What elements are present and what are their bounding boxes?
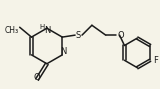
Text: H: H: [39, 24, 45, 30]
Text: N: N: [60, 47, 66, 56]
Text: O: O: [34, 73, 40, 82]
Text: CH₃: CH₃: [4, 26, 19, 35]
Text: F: F: [153, 56, 158, 65]
Text: S: S: [76, 31, 81, 40]
Text: O: O: [118, 31, 124, 40]
Text: N: N: [44, 26, 50, 35]
